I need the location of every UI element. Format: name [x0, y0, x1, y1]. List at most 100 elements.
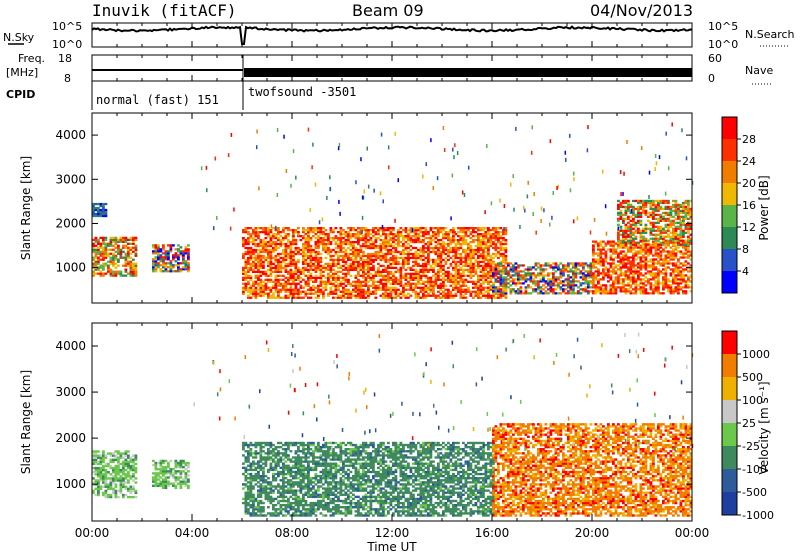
heatmap-cell [639, 213, 643, 217]
heatmap-cell [474, 286, 478, 289]
heatmap-cell [464, 258, 468, 262]
colorbar-swatch [722, 183, 737, 205]
heatmap-cell [682, 256, 685, 259]
heatmap-cell [594, 252, 598, 255]
heatmap-cell [632, 205, 635, 209]
heatmap-cell [324, 232, 328, 236]
heatmap-cell [407, 258, 410, 262]
heatmap-cell [258, 186, 260, 191]
heatmap-cell [502, 288, 505, 291]
heatmap-cell [649, 272, 653, 275]
heatmap-cell [492, 262, 495, 265]
heatmap-cell [504, 266, 508, 269]
heatmap-cell [172, 258, 175, 261]
heatmap-cell [639, 272, 643, 275]
heatmap-cell [517, 288, 520, 291]
heatmap-cell [482, 266, 485, 270]
heatmap-cell [247, 262, 250, 266]
heatmap-cell [627, 270, 630, 273]
heatmap-cell [532, 212, 534, 217]
heatmap-cell [404, 236, 408, 240]
heatmap-cell [379, 274, 383, 278]
heatmap-cell [642, 250, 645, 253]
heatmap-cell [627, 225, 630, 228]
heatmap-cell [687, 262, 690, 265]
heatmap-cell [612, 272, 615, 275]
heatmap-cell [642, 205, 645, 209]
heatmap-cell [262, 266, 265, 270]
heatmap-cell [472, 256, 475, 260]
heatmap-cell [467, 234, 470, 238]
heatmap-cell [102, 264, 105, 267]
heatmap-cell [134, 266, 138, 269]
heatmap-cell [622, 241, 625, 244]
heatmap-cell [387, 244, 390, 248]
heatmap-cell [279, 266, 283, 270]
heatmap-cell [262, 288, 265, 291]
heatmap-cell [469, 246, 473, 250]
heatmap-cell [537, 292, 540, 295]
heatmap-cell [627, 250, 630, 253]
heatmap-cell [439, 228, 443, 232]
heatmap-cell [377, 262, 380, 266]
heatmap-cell [372, 290, 375, 293]
heatmap-cell [669, 209, 673, 213]
heatmap-cell [439, 252, 443, 256]
heatmap-cell [289, 248, 293, 252]
heatmap-cell [634, 288, 638, 291]
heatmap-cell [564, 150, 567, 155]
heatmap-cell [397, 268, 400, 272]
heatmap-cell [337, 250, 340, 254]
heatmap-cell [524, 276, 528, 279]
heatmap-cell [399, 276, 403, 279]
heatmap-cell [539, 280, 543, 283]
heatmap-cell [252, 248, 255, 252]
heatmap-cell [679, 239, 683, 242]
heatmap-cell [129, 242, 133, 245]
heatmap-cell [212, 226, 215, 231]
heatmap-cell [407, 272, 410, 276]
heatmap-cell [389, 288, 393, 291]
heatmap-cell [417, 236, 420, 240]
heatmap-cell [294, 270, 298, 274]
heatmap-cell [674, 217, 678, 221]
heatmap-cell [642, 211, 645, 215]
heatmap-cell [327, 234, 330, 238]
heatmap-cell [97, 491, 100, 495]
heatmap-cell [282, 248, 285, 252]
heatmap-cell [259, 260, 263, 264]
heatmap-cell [622, 282, 625, 285]
heatmap-cell [319, 256, 323, 260]
heatmap-cell [307, 127, 310, 132]
heatmap-cell [379, 248, 383, 252]
heatmap-cell [639, 288, 643, 291]
heatmap-cell [109, 272, 113, 275]
heatmap-cell [334, 242, 338, 246]
heatmap-cell [282, 252, 285, 256]
heatmap-cell [252, 252, 255, 256]
heatmap-cell [99, 242, 103, 245]
heatmap-cell [114, 485, 118, 488]
heatmap-cell [272, 232, 275, 236]
heatmap-cell [492, 296, 495, 299]
heatmap-cell [422, 248, 425, 252]
heatmap-cell [152, 260, 155, 263]
heatmap-cell [647, 282, 650, 285]
heatmap-cell [117, 238, 120, 241]
heatmap-cell [97, 210, 100, 214]
heatmap-cell [427, 282, 430, 285]
heatmap-cell [487, 286, 490, 289]
heatmap-cell [352, 280, 355, 283]
heatmap-cell [649, 205, 653, 209]
heatmap-cell [687, 205, 690, 209]
heatmap-cell [404, 294, 408, 297]
heatmap-cell [572, 284, 575, 287]
heatmap-cell [102, 248, 105, 251]
heatmap-cell [294, 296, 298, 299]
heatmap-cell [459, 244, 463, 248]
heatmap-cell [347, 236, 350, 240]
heatmap-cell [307, 262, 310, 266]
heatmap-cell [249, 288, 253, 291]
heatmap-cell [414, 250, 418, 254]
